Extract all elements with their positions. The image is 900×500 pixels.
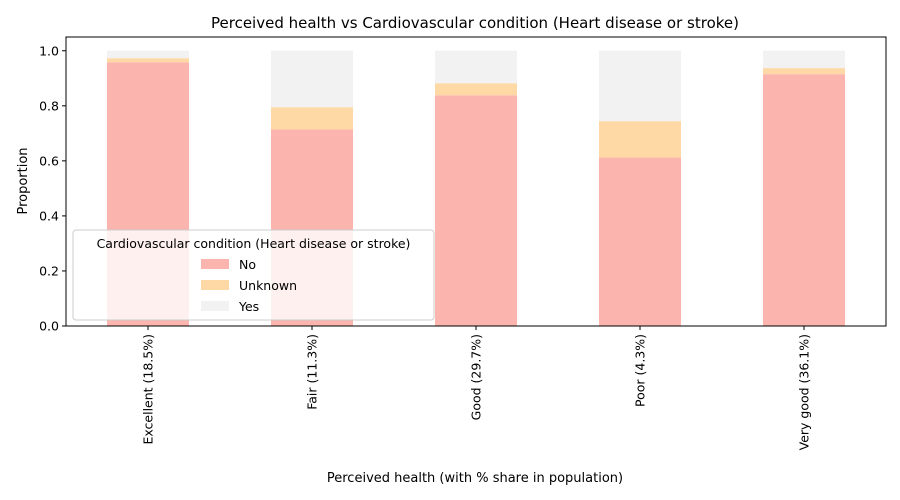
y-axis-label: Proportion xyxy=(16,147,31,214)
x-axis-label: Perceived health (with % share in popula… xyxy=(327,471,623,486)
legend-label-yes: Yes xyxy=(238,299,259,314)
y-tick-label: 0.4 xyxy=(39,208,59,223)
bars-group xyxy=(107,50,845,327)
bar-segment-yes-2 xyxy=(435,50,517,84)
y-axis: 0.0 0.2 0.4 0.6 0.8 1.0 xyxy=(39,43,66,334)
y-tick-label: 1.0 xyxy=(39,43,59,58)
bar-segment-yes-4 xyxy=(763,50,845,69)
bar-segment-no-4 xyxy=(763,74,845,327)
y-tick-label: 0.8 xyxy=(39,98,59,113)
x-tick-label: Excellent (18.5%) xyxy=(141,334,156,445)
bar-segment-unknown-2 xyxy=(435,83,517,96)
y-tick-label: 0.2 xyxy=(39,263,59,278)
legend-swatch-yes xyxy=(201,301,229,311)
bar-segment-no-3 xyxy=(599,157,681,326)
bar-segment-unknown-0 xyxy=(107,58,189,63)
legend-label-unknown: Unknown xyxy=(239,278,297,293)
y-tick-label: 0.6 xyxy=(39,153,59,168)
legend-swatch-no xyxy=(201,259,229,269)
x-tick-label: Very good (36.1%) xyxy=(797,334,812,450)
legend-box xyxy=(72,229,435,321)
bar-segment-yes-1 xyxy=(271,50,353,108)
legend: Cardiovascular condition (Heart disease … xyxy=(72,229,435,321)
legend-title: Cardiovascular condition (Heart disease … xyxy=(97,236,411,251)
x-tick-label: Good (29.7%) xyxy=(469,334,484,420)
chart-title: Perceived health vs Cardiovascular condi… xyxy=(211,14,739,32)
x-tick-label: Fair (11.3%) xyxy=(305,334,320,410)
bar-segment-unknown-4 xyxy=(763,68,845,75)
legend-label-no: No xyxy=(239,257,256,272)
bar-segment-yes-3 xyxy=(599,50,681,122)
legend-swatch-unknown xyxy=(201,280,229,290)
y-tick-label: 0.0 xyxy=(39,319,59,334)
bar-segment-unknown-3 xyxy=(599,121,681,158)
x-tick-label: Poor (4.3%) xyxy=(633,334,648,407)
x-axis: Excellent (18.5%) Fair (11.3%) Good (29.7%… xyxy=(141,326,812,450)
bar-segment-unknown-1 xyxy=(271,107,353,130)
bar-segment-yes-0 xyxy=(107,50,189,59)
bar-segment-no-2 xyxy=(435,95,517,326)
